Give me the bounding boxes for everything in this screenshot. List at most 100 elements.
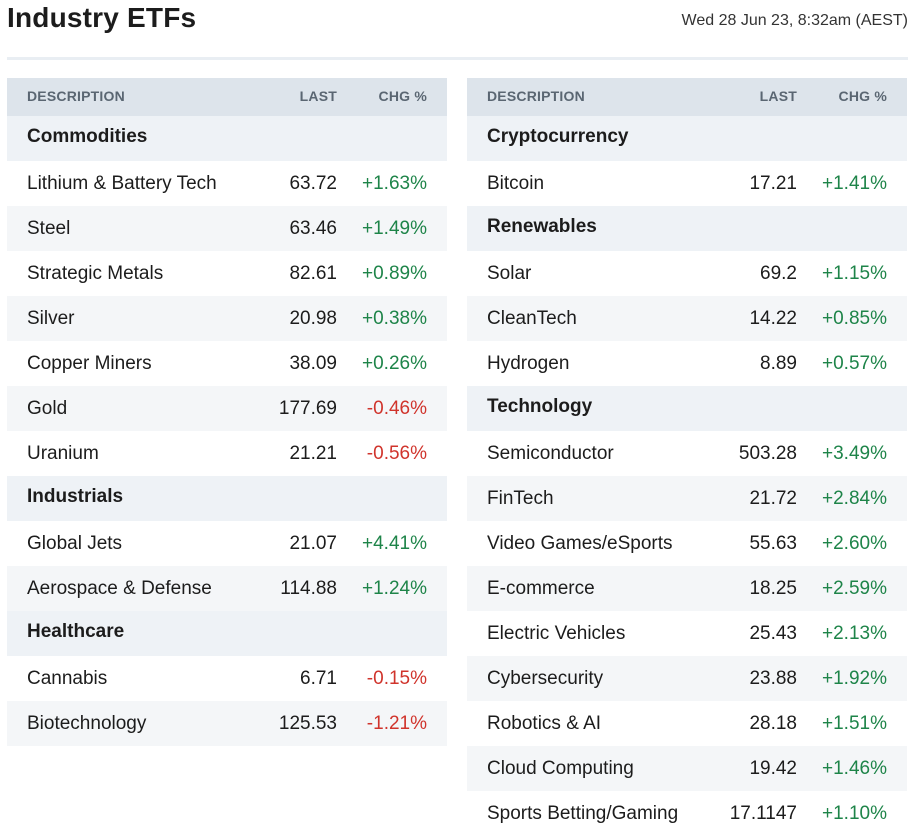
etf-name[interactable]: Robotics & AI — [487, 713, 602, 734]
table-row[interactable]: Silver 20.98 +0.38% — [7, 296, 447, 341]
table-row[interactable]: Cloud Computing 19.42 +1.46% — [467, 746, 907, 791]
etf-name[interactable]: Gold — [27, 398, 68, 419]
last-price: 63.46 — [289, 218, 337, 239]
last-price: 17.1147 — [729, 803, 797, 824]
change-percent: +0.38% — [362, 308, 427, 329]
group-header: Technology — [467, 386, 907, 431]
table-row[interactable]: Cannabis 6.71 -0.15% — [7, 656, 447, 701]
last-price: 18.25 — [749, 578, 797, 599]
column-header-description[interactable]: DESCRIPTION — [27, 88, 125, 104]
table-row[interactable]: Semiconductor 503.28 +3.49% — [467, 431, 907, 476]
etf-name[interactable]: Strategic Metals — [27, 263, 164, 284]
table-row[interactable]: Electric Vehicles 25.43 +2.13% — [467, 611, 907, 656]
page-title: Industry ETFs — [7, 2, 197, 33]
table-row[interactable]: Cybersecurity 23.88 +1.92% — [467, 656, 907, 701]
last-price: 82.61 — [289, 263, 337, 284]
change-percent: +2.59% — [822, 578, 887, 599]
etf-name[interactable]: Sports Betting/Gaming — [487, 803, 679, 824]
group-header: Commodities — [7, 116, 447, 161]
page-header: Industry ETFs Wed 28 Jun 23, 8:32am (AES… — [7, 0, 908, 60]
table-row[interactable]: Lithium & Battery Tech 63.72 +1.63% — [7, 161, 447, 206]
table-row[interactable]: Strategic Metals 82.61 +0.89% — [7, 251, 447, 296]
last-price: 20.98 — [289, 308, 337, 329]
column-header-chg[interactable]: CHG % — [838, 88, 887, 104]
etf-name[interactable]: CleanTech — [487, 308, 577, 329]
etf-name[interactable]: FinTech — [487, 488, 554, 509]
etf-name[interactable]: Semiconductor — [487, 443, 614, 464]
etf-name[interactable]: Copper Miners — [27, 353, 152, 374]
change-percent: +1.46% — [822, 758, 887, 779]
last-price: 19.42 — [749, 758, 797, 779]
table-row[interactable]: E-commerce 18.25 +2.59% — [467, 566, 907, 611]
column-header-last[interactable]: LAST — [299, 88, 337, 104]
etf-table-right: DESCRIPTION LAST CHG % Cryptocurrency Bit… — [467, 78, 907, 836]
table-row[interactable]: Video Games/eSports 55.63 +2.60% — [467, 521, 907, 566]
group-title: Healthcare — [27, 621, 125, 642]
etf-name[interactable]: Solar — [487, 263, 532, 284]
last-price: 21.72 — [749, 488, 797, 509]
change-percent: +1.92% — [822, 668, 887, 689]
table-header: DESCRIPTION LAST CHG % — [7, 78, 447, 116]
timestamp: Wed 28 Jun 23, 8:32am (AEST) — [681, 12, 908, 29]
etf-name[interactable]: Uranium — [27, 443, 99, 464]
table-row[interactable]: FinTech 21.72 +2.84% — [467, 476, 907, 521]
table-row[interactable]: Copper Miners 38.09 +0.26% — [7, 341, 447, 386]
etf-name[interactable]: Biotechnology — [27, 713, 147, 734]
change-percent: +4.41% — [362, 533, 427, 554]
table-row[interactable]: Aerospace & Defense 114.88 +1.24% — [7, 566, 447, 611]
group-header: Renewables — [467, 206, 907, 251]
etf-name[interactable]: Aerospace & Defense — [27, 578, 212, 599]
last-price: 177.69 — [278, 398, 337, 419]
etf-name[interactable]: Lithium & Battery Tech — [27, 173, 217, 194]
table-header: DESCRIPTION LAST CHG % — [467, 78, 907, 116]
change-percent: +1.49% — [362, 218, 427, 239]
etf-name[interactable]: Cannabis — [27, 668, 108, 689]
etf-name[interactable]: Hydrogen — [487, 353, 570, 374]
change-percent: -0.46% — [366, 398, 427, 419]
change-percent: +1.41% — [822, 173, 887, 194]
last-price: 25.43 — [749, 623, 797, 644]
etf-name[interactable]: Cloud Computing — [487, 758, 634, 779]
etf-name[interactable]: Video Games/eSports — [487, 533, 673, 554]
column-header-last[interactable]: LAST — [759, 88, 797, 104]
last-price: 8.89 — [760, 353, 797, 374]
etf-name[interactable]: Bitcoin — [487, 173, 545, 194]
change-percent: +1.51% — [822, 713, 887, 734]
last-price: 114.88 — [280, 578, 337, 599]
etf-name[interactable]: Electric Vehicles — [487, 623, 626, 644]
etf-name[interactable]: Silver — [27, 308, 75, 329]
last-price: 55.63 — [749, 533, 797, 554]
table-row[interactable]: Steel 63.46 +1.49% — [7, 206, 447, 251]
last-price: 17.21 — [749, 173, 797, 194]
group-title: Cryptocurrency — [487, 126, 629, 147]
change-percent: +2.60% — [822, 533, 887, 554]
change-percent: +0.85% — [822, 308, 887, 329]
table-row[interactable]: Gold 177.69 -0.46% — [7, 386, 447, 431]
change-percent: +3.49% — [822, 443, 887, 464]
table-row[interactable]: Global Jets 21.07 +4.41% — [7, 521, 447, 566]
table-row[interactable]: Hydrogen 8.89 +0.57% — [467, 341, 907, 386]
etf-name[interactable]: Cybersecurity — [487, 668, 604, 689]
change-percent: -0.15% — [366, 668, 427, 689]
change-percent: -0.56% — [366, 443, 427, 464]
change-percent: +0.26% — [362, 353, 427, 374]
etf-table-left: DESCRIPTION LAST CHG % Commodities Lithiu… — [7, 78, 447, 746]
etf-name[interactable]: Steel — [27, 218, 71, 239]
table-row[interactable]: Biotechnology 125.53 -1.21% — [7, 701, 447, 746]
column-header-description[interactable]: DESCRIPTION — [487, 88, 585, 104]
table-row[interactable]: Solar 69.2 +1.15% — [467, 251, 907, 296]
group-header: Cryptocurrency — [467, 116, 907, 161]
table-row[interactable]: Bitcoin 17.21 +1.41% — [467, 161, 907, 206]
column-header-chg[interactable]: CHG % — [378, 88, 427, 104]
etf-name[interactable]: Global Jets — [27, 533, 123, 554]
group-header: Industrials — [7, 476, 447, 521]
table-row[interactable]: Sports Betting/Gaming 17.1147 +1.10% — [467, 791, 907, 836]
table-row[interactable]: Uranium 21.21 -0.56% — [7, 431, 447, 476]
change-percent: +1.63% — [362, 173, 427, 194]
table-row[interactable]: CleanTech 14.22 +0.85% — [467, 296, 907, 341]
last-price: 69.2 — [760, 263, 797, 284]
etf-name[interactable]: E-commerce — [487, 578, 595, 599]
change-percent: +1.10% — [822, 803, 887, 824]
table-row[interactable]: Robotics & AI 28.18 +1.51% — [467, 701, 907, 746]
group-header: Healthcare — [7, 611, 447, 656]
